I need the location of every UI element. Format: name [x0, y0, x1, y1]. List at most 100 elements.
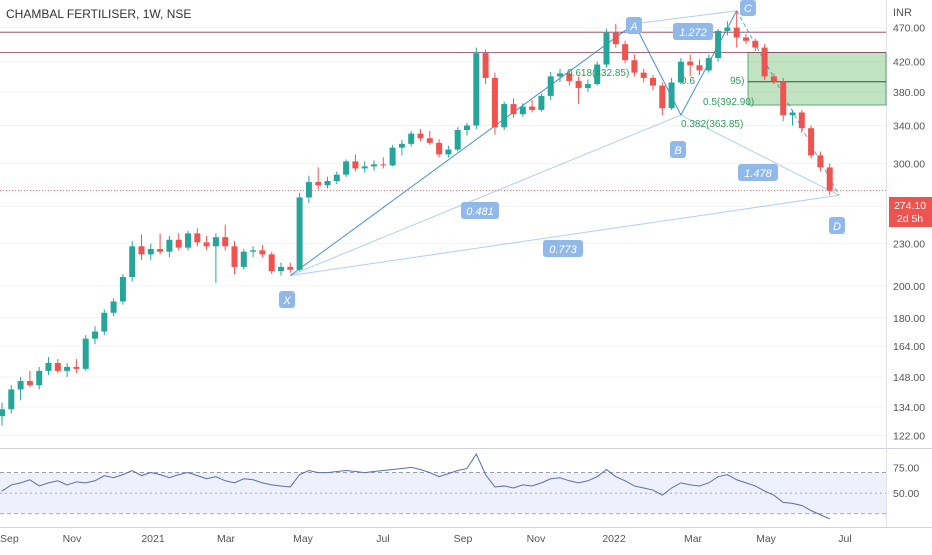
candle[interactable]: [8, 385, 15, 414]
candle[interactable]: [733, 10, 740, 48]
candle[interactable]: [17, 376, 24, 401]
candle[interactable]: [240, 248, 247, 270]
candle[interactable]: [510, 98, 517, 118]
candle[interactable]: [770, 73, 777, 85]
candle[interactable]: [129, 241, 136, 282]
candle[interactable]: [826, 163, 833, 196]
candle[interactable]: [612, 23, 619, 48]
candle[interactable]: [352, 154, 359, 172]
ratio-line-bd[interactable]: [680, 114, 840, 196]
candle[interactable]: [584, 79, 591, 92]
candle[interactable]: [64, 362, 71, 377]
candle[interactable]: [538, 93, 545, 112]
candle[interactable]: [426, 130, 433, 145]
candle[interactable]: [715, 28, 722, 62]
candle[interactable]: [157, 233, 164, 255]
candle[interactable]: [138, 234, 145, 260]
candle[interactable]: [445, 145, 452, 158]
leg-xa[interactable]: [290, 23, 635, 276]
candle[interactable]: [557, 68, 563, 82]
candle[interactable]: [501, 101, 508, 130]
candle[interactable]: [82, 335, 89, 371]
candle[interactable]: [26, 370, 33, 388]
candle[interactable]: [417, 129, 424, 142]
candle[interactable]: [166, 235, 173, 258]
candle[interactable]: [547, 71, 554, 100]
candle[interactable]: [640, 68, 647, 83]
point-b-badge[interactable]: B: [670, 141, 686, 158]
candle[interactable]: [175, 233, 182, 251]
candle[interactable]: [808, 125, 815, 159]
candle[interactable]: [603, 28, 610, 68]
point-d-badge[interactable]: D: [829, 217, 845, 234]
candle[interactable]: [436, 139, 443, 158]
candle[interactable]: [650, 74, 656, 91]
candle[interactable]: [296, 192, 303, 272]
ratio-line-xb[interactable]: [290, 114, 682, 276]
candle[interactable]: [687, 54, 694, 77]
fib-retracement-zone[interactable]: [747, 52, 887, 106]
candle[interactable]: [389, 144, 396, 167]
candle[interactable]: [780, 77, 787, 122]
candle[interactable]: [622, 40, 629, 64]
candle[interactable]: [454, 127, 461, 152]
candle[interactable]: [566, 70, 573, 86]
ratio-line-xd[interactable]: [290, 194, 840, 277]
candle[interactable]: [45, 357, 52, 375]
candle[interactable]: [529, 99, 536, 113]
candle[interactable]: [92, 326, 98, 345]
candle[interactable]: [222, 224, 229, 251]
candle[interactable]: [761, 44, 768, 81]
candle[interactable]: [519, 103, 526, 117]
candle[interactable]: [36, 366, 43, 390]
candle[interactable]: [398, 140, 405, 156]
candle[interactable]: [54, 359, 61, 373]
candle[interactable]: [333, 171, 340, 185]
candle[interactable]: [631, 54, 638, 77]
candle[interactable]: [203, 235, 210, 251]
ratio-badge-bcd[interactable]: 1.478: [738, 164, 778, 181]
ratio-line-ac[interactable]: [634, 10, 737, 25]
ratio-badge-xad[interactable]: 0.773: [543, 240, 583, 257]
candle[interactable]: [110, 298, 117, 317]
candle[interactable]: [705, 54, 712, 73]
candle[interactable]: [315, 167, 322, 190]
candle[interactable]: [119, 274, 126, 305]
candle[interactable]: [594, 61, 601, 86]
candle[interactable]: [677, 58, 684, 85]
candle[interactable]: [259, 244, 266, 258]
candle[interactable]: [73, 359, 80, 373]
candle[interactable]: [491, 72, 498, 135]
candle[interactable]: [324, 176, 331, 189]
candle[interactable]: [101, 309, 108, 336]
candle[interactable]: [343, 159, 350, 177]
candle[interactable]: [789, 109, 796, 126]
point-a-badge[interactable]: A: [626, 17, 642, 34]
candle[interactable]: [371, 160, 377, 171]
candle[interactable]: [250, 246, 257, 258]
candle[interactable]: [0, 402, 5, 426]
candle[interactable]: [817, 151, 824, 172]
candle[interactable]: [464, 122, 470, 136]
candle[interactable]: [798, 109, 805, 133]
candle[interactable]: [287, 262, 294, 273]
candle[interactable]: [305, 175, 312, 204]
candle[interactable]: [278, 262, 284, 276]
candle[interactable]: [752, 38, 759, 52]
candle[interactable]: [380, 157, 387, 169]
candle[interactable]: [668, 77, 675, 110]
candle[interactable]: [194, 228, 201, 247]
candle[interactable]: [231, 241, 238, 275]
candle[interactable]: [268, 251, 275, 275]
candle[interactable]: [147, 243, 154, 260]
candle[interactable]: [659, 82, 666, 116]
candle[interactable]: [212, 233, 219, 283]
candle[interactable]: [482, 49, 489, 85]
candle[interactable]: [185, 230, 191, 251]
rsi-line[interactable]: [1, 453, 830, 520]
candle[interactable]: [473, 47, 480, 130]
candle[interactable]: [743, 34, 749, 45]
candle[interactable]: [696, 59, 703, 75]
candle[interactable]: [408, 130, 415, 147]
